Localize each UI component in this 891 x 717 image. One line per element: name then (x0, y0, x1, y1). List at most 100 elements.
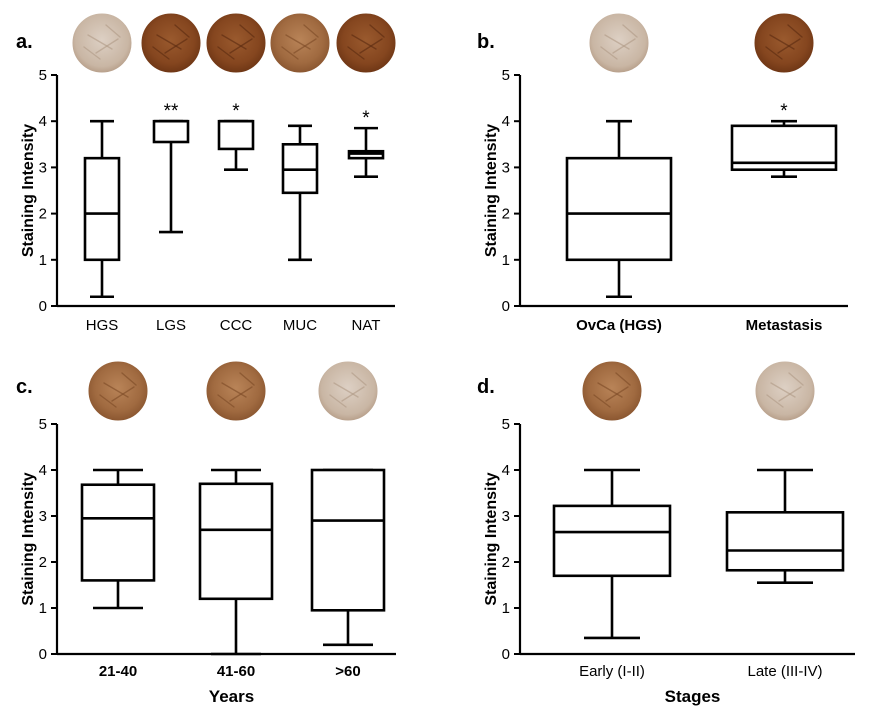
tissue-texture (351, 372, 367, 386)
y-tick-label: 5 (39, 67, 47, 84)
tissue-texture (788, 372, 804, 386)
y-tick-label: 0 (39, 646, 47, 663)
iqr-box (310, 468, 386, 612)
box--60 (310, 468, 386, 647)
y-axis-title: Staining Intensity (483, 472, 500, 605)
tissue-texture (765, 46, 783, 60)
y-tick-label: 1 (39, 600, 47, 617)
tissue-texture (285, 34, 311, 50)
tissue-texture (152, 46, 170, 60)
box-lgs: ** (152, 101, 190, 234)
tissue-texture (622, 24, 638, 38)
y-tick-label: 0 (502, 646, 510, 663)
tissue-texture (778, 386, 802, 402)
tissue-texture (121, 372, 137, 386)
x-category-label: MUC (283, 317, 317, 334)
y-tick-label: 5 (502, 67, 510, 84)
tissue-texture (281, 46, 299, 60)
tissue-texture (303, 24, 319, 38)
tissue-texture (369, 24, 385, 38)
y-tick-label: 3 (39, 508, 47, 525)
tissue-core-image (205, 360, 267, 422)
x-category-label: Early (I-II) (579, 663, 645, 680)
box-hgs (83, 119, 121, 299)
y-tick-label: 1 (502, 600, 510, 617)
tissue-texture (229, 386, 253, 402)
tissue-texture (95, 38, 119, 54)
tissue-texture (351, 34, 377, 50)
x-axis-title: Years (209, 687, 254, 706)
tissue-texture (787, 24, 803, 38)
iqr-box (80, 483, 156, 582)
tissue-texture (341, 386, 365, 402)
tissue-texture (217, 394, 235, 408)
tissue-texture (604, 34, 630, 50)
y-tick-label: 1 (39, 252, 47, 269)
y-axis-title: Staining Intensity (20, 124, 37, 257)
box-late-iii-iv- (725, 468, 845, 585)
tissue-texture (777, 38, 801, 54)
y-tick-label: 4 (39, 113, 47, 130)
tissue-texture (164, 38, 188, 54)
y-tick-label: 4 (39, 462, 47, 479)
tissue-core-image (269, 12, 331, 74)
tissue-core-image (71, 12, 133, 74)
tissue-texture (593, 394, 611, 408)
tissue-core-image (753, 12, 815, 74)
iqr-box (83, 156, 121, 262)
x-category-label: Late (III-IV) (747, 663, 822, 680)
tissue-texture (83, 46, 101, 60)
panel-label: d. (477, 376, 495, 398)
box-metastasis: * (730, 101, 838, 178)
panel-label: c. (16, 376, 33, 398)
tissue-texture (99, 394, 117, 408)
tissue-core-image (335, 12, 397, 74)
y-tick-label: 0 (502, 298, 510, 315)
tissue-core-image (581, 360, 643, 422)
tissue-texture (612, 38, 636, 54)
panel-label: a. (16, 31, 33, 53)
y-axis-title: Staining Intensity (20, 472, 37, 605)
y-tick-label: 5 (39, 416, 47, 433)
tissue-texture (600, 46, 618, 60)
tissue-texture (333, 382, 359, 398)
box-21-40 (80, 468, 156, 610)
tissue-texture (770, 382, 796, 398)
iqr-box (217, 119, 255, 151)
chart-panel-4: d. 0 1 2 3 4 5 Staining Intensity Stages Early (I… (477, 360, 855, 706)
tissue-texture (359, 38, 383, 54)
tissue-texture (597, 382, 623, 398)
x-category-label: OvCa (HGS) (576, 317, 662, 334)
tissue-texture (221, 382, 247, 398)
y-tick-label: 2 (502, 206, 510, 223)
box-early-i-ii- (552, 468, 672, 640)
tissue-core-image (140, 12, 202, 74)
tissue-core-image (87, 360, 149, 422)
tissue-texture (156, 34, 182, 50)
tissue-texture (103, 382, 129, 398)
tissue-core-image (317, 360, 379, 422)
y-tick-label: 0 (39, 298, 47, 315)
y-tick-label: 2 (502, 554, 510, 571)
y-axis-title: Staining Intensity (483, 124, 500, 257)
iqr-box (565, 156, 673, 262)
iqr-box (198, 482, 274, 601)
tissue-texture (239, 372, 255, 386)
tissue-texture (111, 386, 135, 402)
x-category-label: HGS (86, 317, 119, 334)
x-category-label: NAT (352, 317, 381, 334)
box-41-60 (198, 468, 274, 656)
iqr-box (152, 119, 190, 144)
box-ovca-hgs- (565, 119, 673, 299)
tissue-texture (615, 372, 631, 386)
tissue-texture (174, 24, 190, 38)
chart-panel-3: c. 0 1 2 3 4 5 Staining Intensity Years 21-40 41-6… (16, 360, 396, 706)
panel-label: b. (477, 31, 495, 53)
tissue-core-image (205, 12, 267, 74)
x-category-label: 21-40 (99, 663, 137, 680)
iqr-box (725, 511, 845, 572)
y-tick-label: 3 (39, 159, 47, 176)
tissue-texture (105, 24, 121, 38)
tissue-texture (347, 46, 365, 60)
